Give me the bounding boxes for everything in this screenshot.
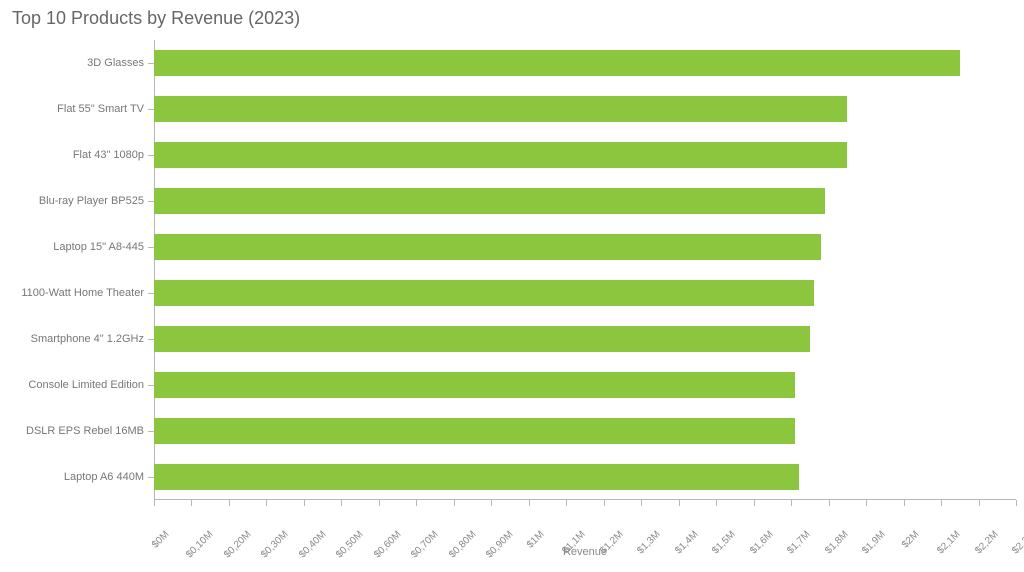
x-tick-label: $1,9M xyxy=(860,529,887,556)
x-tick xyxy=(491,500,492,506)
category-label: Laptop 15" A8-445 xyxy=(53,241,154,253)
x-tick-label: $1,6M xyxy=(748,529,775,556)
chart-container: Top 10 Products by Revenue (2023) Revenu… xyxy=(0,0,1024,572)
bar xyxy=(154,96,847,122)
x-tick xyxy=(341,500,342,506)
x-axis-line xyxy=(154,499,1016,500)
x-tick xyxy=(529,500,530,506)
chart-title: Top 10 Products by Revenue (2023) xyxy=(12,8,300,29)
x-tick-label: $0,60M xyxy=(372,529,403,560)
x-tick-label: $2,2M xyxy=(973,529,1000,556)
bar xyxy=(154,188,825,214)
x-tick xyxy=(716,500,717,506)
x-tick xyxy=(416,500,417,506)
category-label: DSLR EPS Rebel 16MB xyxy=(26,425,154,437)
x-tick xyxy=(1016,500,1017,506)
x-tick-label: $2,3M xyxy=(1010,529,1024,556)
category-label: Flat 43" 1080p xyxy=(73,149,154,161)
bar xyxy=(154,280,814,306)
x-tick-label: $1,3M xyxy=(635,529,662,556)
plot-area: Revenue $0M$0,10M$0,20M$0,30M$0,40M$0,50… xyxy=(154,40,1016,500)
bar xyxy=(154,372,795,398)
x-tick xyxy=(229,500,230,506)
bar xyxy=(154,464,799,490)
x-tick xyxy=(791,500,792,506)
category-label: 3D Glasses xyxy=(87,57,154,69)
x-tick xyxy=(941,500,942,506)
x-tick xyxy=(904,500,905,506)
category-label: 1100-Watt Home Theater xyxy=(21,287,154,299)
x-tick-label: $1,7M xyxy=(785,529,812,556)
x-tick xyxy=(379,500,380,506)
category-label: Smartphone 4" 1.2GHz xyxy=(31,333,154,345)
category-label: Laptop A6 440M xyxy=(64,471,154,483)
x-tick-label: $0M xyxy=(150,529,172,551)
x-tick-label: $1,8M xyxy=(823,529,850,556)
x-tick xyxy=(454,500,455,506)
x-tick xyxy=(154,500,155,506)
x-tick-label: $0,20M xyxy=(222,529,253,560)
x-tick xyxy=(679,500,680,506)
bar xyxy=(154,326,810,352)
category-label: Console Limited Edition xyxy=(28,379,154,391)
x-tick xyxy=(566,500,567,506)
x-tick-label: $0,30M xyxy=(260,529,291,560)
x-tick-label: $2,1M xyxy=(935,529,962,556)
x-tick xyxy=(304,500,305,506)
x-tick xyxy=(754,500,755,506)
x-tick-label: $1,4M xyxy=(673,529,700,556)
x-tick-label: $0,70M xyxy=(409,529,440,560)
bar xyxy=(154,142,847,168)
bar xyxy=(154,418,795,444)
x-tick xyxy=(191,500,192,506)
x-tick-label: $1M xyxy=(525,529,547,551)
x-tick-label: $0,50M xyxy=(334,529,365,560)
category-label: Blu-ray Player BP525 xyxy=(39,195,154,207)
bar xyxy=(154,50,960,76)
x-tick xyxy=(829,500,830,506)
x-tick xyxy=(866,500,867,506)
category-label: Flat 55" Smart TV xyxy=(57,103,154,115)
x-tick-label: $0,80M xyxy=(447,529,478,560)
x-tick-label: $0,90M xyxy=(484,529,515,560)
x-tick-label: $1,5M xyxy=(710,529,737,556)
x-tick xyxy=(641,500,642,506)
x-tick xyxy=(979,500,980,506)
x-tick-label: $0,10M xyxy=(185,529,216,560)
x-tick-label: $0,40M xyxy=(297,529,328,560)
x-tick xyxy=(266,500,267,506)
x-tick-label: $1,2M xyxy=(598,529,625,556)
bar xyxy=(154,234,821,260)
x-tick xyxy=(604,500,605,506)
x-tick-label: $2M xyxy=(900,529,922,551)
